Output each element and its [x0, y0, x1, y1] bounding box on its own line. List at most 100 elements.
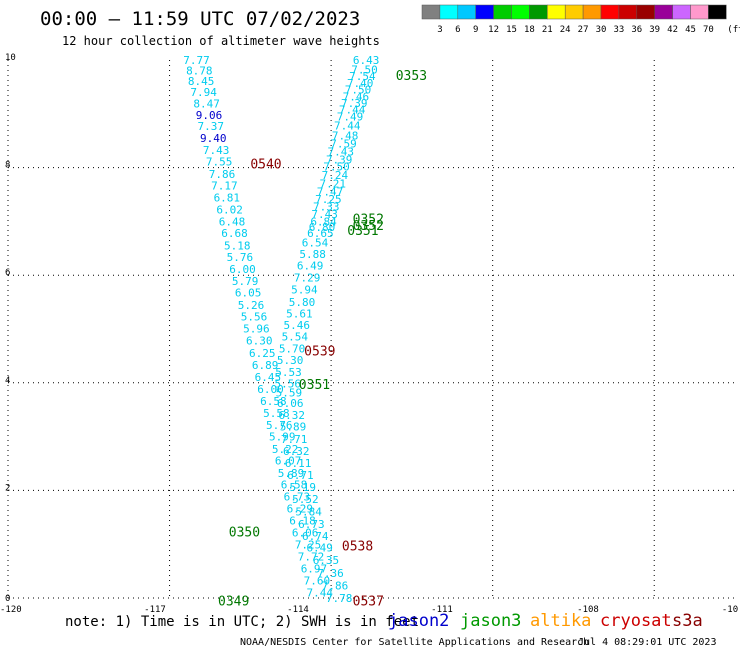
track: 6.545.886.497.295.945.805.615.465.545.70… [274, 236, 352, 605]
wave-height-value: 6.05 [235, 287, 262, 300]
satellite-tracks: 6.437.507.547.407.507.467.397.447.497.44… [183, 54, 379, 605]
generated-timestamp: Jul 4 08:29:01 UTC 2023 [578, 637, 716, 648]
wave-height-value: 5.94 [291, 284, 318, 297]
wave-height-value: 7.60 [304, 574, 331, 587]
wave-height-value: 6.49 [306, 541, 333, 554]
colorbar-label: 15 [506, 25, 517, 35]
wave-height-value: 6.06 [292, 526, 319, 539]
wave-height-value: 6.68 [221, 227, 248, 240]
wave-height-value: 5.26 [238, 299, 265, 312]
colorbar-label: 3 [437, 25, 442, 35]
colorbar-label: 18 [524, 25, 535, 35]
wave-height-value: 7.25 [295, 538, 322, 551]
wave-height-value: 5.76 [266, 419, 293, 432]
colorbar-label: 70 [703, 25, 714, 35]
colorbar-swatch [600, 4, 620, 20]
latitude-tick: 2 [5, 483, 10, 493]
wave-height-value: 7.43 [328, 145, 355, 158]
longitude-tick: -120 [0, 605, 22, 615]
wave-height-value: 6.30 [246, 335, 273, 348]
pass-label: 0537 [353, 595, 384, 610]
pass-label: 0539 [304, 345, 335, 360]
colorbar-label: 39 [649, 25, 660, 35]
wave-height-value: 7.50 [323, 161, 350, 174]
wave-height-value: 7.48 [332, 129, 359, 142]
wave-height-value: 7.94 [190, 86, 217, 99]
wave-height-value: 5.96 [243, 322, 270, 335]
wave-height-value: 5.89 [278, 467, 305, 480]
wave-height-value: 5.52 [292, 493, 319, 506]
colorbar-swatch [457, 4, 476, 20]
wave-height-value: 7.50 [345, 84, 372, 97]
map-title: 00:00 — 11:59 UTC 07/02/2023 [40, 8, 360, 30]
colorbar-swatch [672, 4, 691, 20]
wave-height-value: 7.43 [203, 144, 230, 157]
wave-height-value: 5.76 [227, 251, 254, 264]
colorbar-swatch [511, 4, 530, 20]
wave-height-value: 6.29 [287, 502, 314, 515]
map-subtitle: 12 hour collection of altimeter wave hei… [62, 34, 380, 48]
wave-height-value: 5.30 [277, 354, 304, 367]
pass-label: 0351 [299, 378, 330, 393]
colorbar-swatch [564, 4, 584, 20]
wave-height-value: 6.81 [214, 191, 241, 204]
colorbar-label: 6 [455, 25, 460, 35]
legend-s3a: s3a [672, 611, 703, 631]
wave-height-value: 5.18 [224, 239, 251, 252]
wave-height-value: 7.40 [347, 77, 374, 90]
wave-height-value: 7.17 [211, 180, 238, 193]
colorbar-label: 24 [560, 25, 571, 35]
pass-label: 0540 [250, 157, 281, 172]
colorbar-swatch [421, 4, 441, 20]
units-note: note: 1) Time is in UTC; 2) SWH is in fe… [65, 614, 419, 630]
colorbar-swatch [547, 4, 566, 20]
wave-height-value: 6.32 [283, 445, 310, 458]
wave-height-value: 7.44 [334, 120, 361, 133]
wave-height-value: 7.37 [198, 120, 225, 133]
wave-height-value: 7.47 [317, 185, 344, 198]
wave-height-value: 6.07 [275, 455, 302, 468]
pass-label: 0351 [347, 224, 378, 239]
wave-height-value: 9.06 [196, 109, 223, 122]
legend-cryosat: cryosat [600, 611, 672, 631]
pass-label: 0538 [342, 539, 373, 554]
colorbar-unit: (ft) [727, 25, 740, 35]
wave-height-value: 6.00 [257, 383, 284, 396]
wave-height-value: 6.84 [310, 215, 337, 228]
satellite-legend: jason2 jason3 altika cryosat s3a [388, 611, 703, 631]
wave-height-value: 7.86 [322, 580, 349, 593]
wave-height-value: 6.32 [279, 409, 306, 422]
wave-height-value: 7.77 [183, 54, 210, 67]
wave-height-value: 5.80 [289, 296, 316, 309]
wave-height-value: 5.79 [232, 275, 259, 288]
pass-label: 0352 [353, 219, 384, 234]
wave-height-value: 5.59 [276, 387, 303, 400]
colorbar-swatch [690, 4, 709, 20]
colorbar-label: 12 [488, 25, 499, 35]
wave-height-value: 7.46 [343, 91, 370, 104]
wave-height-value: 5.19 [290, 481, 317, 494]
colorbar-label: 30 [596, 25, 607, 35]
colorbar-swatch [636, 4, 655, 20]
track: 6.437.507.547.407.507.467.397.447.497.44… [307, 54, 379, 240]
colorbar-swatch [493, 4, 512, 20]
colorbar-swatch [475, 4, 494, 20]
wave-height-value: 7.43 [311, 208, 338, 221]
wave-height-value: 6.73 [298, 518, 325, 531]
wave-height-value: 7.55 [206, 156, 233, 169]
wave-height-value: 7.39 [326, 154, 353, 167]
wave-height-value: 5.22 [272, 443, 299, 456]
wave-height-value: 6.18 [289, 514, 316, 527]
colorbar-swatch [529, 4, 548, 20]
latitude-tick: 8 [5, 161, 10, 171]
wave-height-value: 8.45 [188, 75, 215, 88]
wave-height-value: 6.58 [260, 395, 287, 408]
wave-height-value: 7.44 [339, 103, 366, 116]
wave-height-value: 7.25 [315, 193, 342, 206]
legend-jason2: jason2 [388, 611, 449, 631]
pass-labels: 0353054003520352035105390351035005380349… [218, 69, 427, 610]
wave-height-value: 7.78 [326, 592, 353, 605]
latitude-tick: 0 [5, 594, 10, 604]
colorbar-swatch [439, 4, 459, 20]
wave-height-value: 6.73 [284, 491, 311, 504]
